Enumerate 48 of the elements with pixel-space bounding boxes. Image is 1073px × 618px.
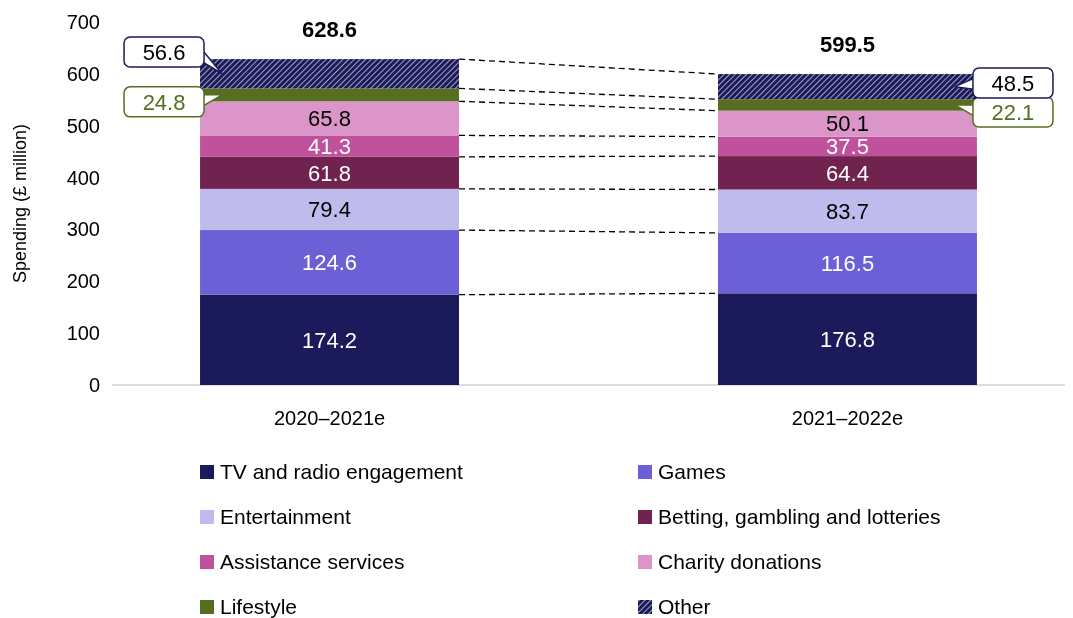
data-label: 61.8 (308, 160, 351, 186)
data-label: 124.6 (302, 250, 358, 276)
bar (200, 294, 460, 385)
bar (200, 101, 460, 136)
data-label: 50.1 (826, 111, 869, 137)
x-tick-label: 2020–2021e (273, 407, 386, 429)
total-label: 599.5 (819, 32, 875, 58)
data-label: 37.5 (826, 134, 869, 160)
legend-label: TV and radio engagement (220, 460, 463, 484)
bar (717, 189, 977, 233)
bar (200, 188, 460, 231)
data-label: 176.8 (819, 326, 875, 352)
data-label: 65.8 (308, 106, 351, 132)
y-axis-title: Spending (£ million) (10, 123, 30, 284)
legend-label: Games (658, 460, 726, 484)
x-tick-label: 2021–2022e (791, 407, 904, 429)
y-tick-label: 200 (66, 270, 100, 293)
legend-label: Other (658, 595, 711, 618)
data-label: 41.3 (308, 133, 351, 159)
bar (200, 135, 460, 157)
data-label: 64.4 (826, 160, 869, 186)
data-label: 48.5 (991, 70, 1035, 96)
y-tick-label: 300 (66, 218, 100, 241)
total-label: 628.6 (302, 17, 358, 43)
legend-label: Betting, gambling and lotteries (658, 505, 941, 529)
y-tick-label: 500 (66, 114, 100, 137)
bar (200, 230, 460, 295)
data-label: 174.2 (302, 327, 358, 353)
data-label: 83.7 (826, 198, 869, 224)
data-label: 24.8 (142, 89, 186, 115)
legend-label: Lifestyle (220, 595, 298, 618)
data-label: 56.6 (142, 39, 186, 65)
legend-label: Assistance services (220, 550, 405, 574)
bar (717, 293, 977, 385)
y-tick-label: 400 (66, 166, 100, 189)
y-tick-label: 700 (66, 11, 100, 33)
legend-label: Charity donations (658, 550, 822, 574)
data-label: 22.1 (991, 99, 1035, 125)
bar (717, 136, 977, 157)
data-label: 116.5 (820, 250, 875, 276)
y-tick-label: 0 (88, 374, 100, 396)
bar (200, 156, 460, 189)
data-label: 79.4 (308, 197, 351, 223)
y-tick-label: 600 (66, 62, 100, 85)
y-tick-label: 100 (66, 322, 100, 345)
bar (717, 156, 977, 190)
bar (717, 232, 977, 294)
legend-label: Entertainment (220, 505, 351, 529)
